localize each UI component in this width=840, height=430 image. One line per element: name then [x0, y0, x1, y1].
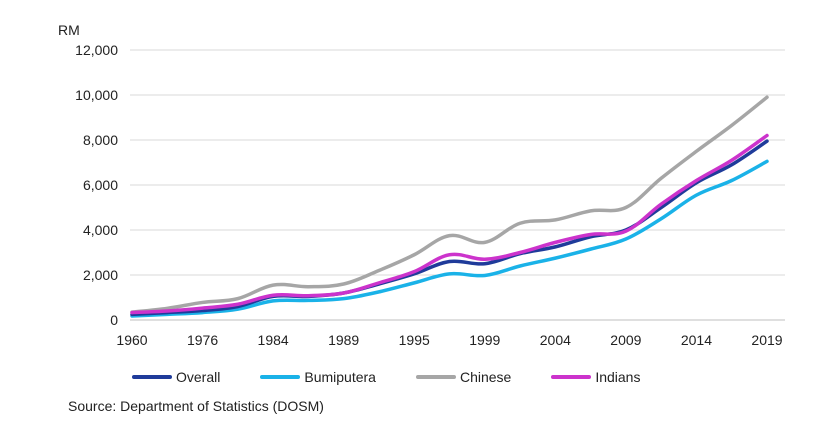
legend-item-chinese: Chinese — [415, 369, 512, 385]
legend-swatch — [260, 375, 301, 379]
x-tick-label: 2004 — [540, 332, 571, 348]
y-tick-label: 2,000 — [83, 267, 118, 283]
legend-label: Bumiputera — [304, 369, 376, 385]
y-tick-label: 8,000 — [83, 132, 118, 148]
x-tick-label: 1995 — [399, 332, 430, 348]
y-tick-label: 10,000 — [75, 87, 118, 103]
legend-swatch — [551, 375, 592, 379]
y-axis-label: RM — [58, 22, 80, 38]
x-tick-label: 1976 — [187, 332, 218, 348]
series-line-chinese — [130, 95, 769, 314]
x-tick-label: 2014 — [681, 332, 712, 348]
legend: Overall Bumiputera Chinese Indians — [132, 369, 680, 385]
x-tick-label: 1999 — [469, 332, 500, 348]
legend-item-indians: Indians — [551, 369, 640, 385]
series-line-indians — [130, 133, 769, 315]
x-tick-label: 2009 — [610, 332, 641, 348]
legend-item-bumiputera: Bumiputera — [260, 369, 376, 385]
x-tick-label: 1984 — [258, 332, 289, 348]
y-tick-label: 12,000 — [75, 42, 118, 58]
y-tick-label: 4,000 — [83, 222, 118, 238]
legend-label: Chinese — [459, 369, 512, 385]
legend-label: Overall — [176, 369, 221, 385]
legend-swatch — [415, 375, 456, 379]
series-line-bumiputera — [130, 159, 769, 318]
x-tick-label: 1960 — [116, 332, 147, 348]
source-note: Source: Department of Statistics (DOSM) — [68, 398, 324, 414]
y-tick-label: 6,000 — [83, 177, 118, 193]
x-tick-label: 2019 — [751, 332, 782, 348]
legend-swatch — [132, 375, 172, 379]
y-tick-label: 0 — [110, 312, 118, 328]
legend-label: Indians — [595, 369, 641, 385]
series-line-overall — [130, 139, 769, 317]
x-tick-label: 1989 — [328, 332, 359, 348]
legend-item-overall: Overall — [132, 369, 220, 385]
